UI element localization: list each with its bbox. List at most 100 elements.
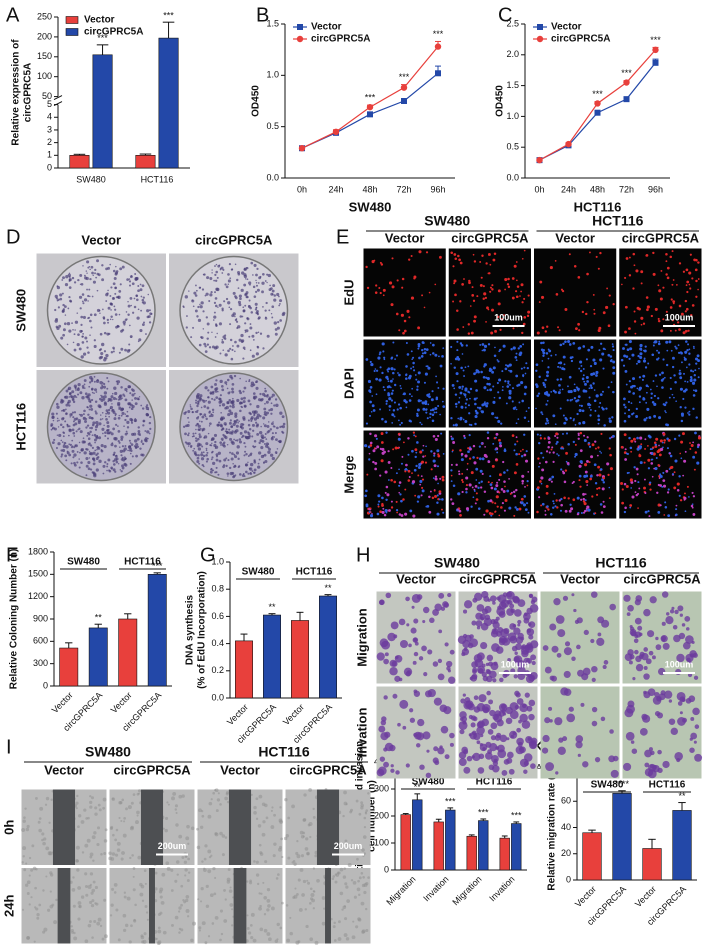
nucleus	[455, 358, 458, 361]
cell	[503, 713, 506, 716]
cell	[577, 670, 584, 677]
colony	[197, 423, 199, 425]
cell	[582, 761, 588, 767]
nucleus	[460, 406, 463, 409]
colony	[103, 358, 106, 361]
texture	[41, 839, 44, 842]
nucleus	[487, 431, 489, 433]
nucleus	[540, 476, 543, 479]
colony	[124, 419, 126, 421]
colony	[236, 345, 239, 348]
colony	[73, 401, 75, 403]
cell	[643, 673, 649, 679]
colony	[253, 286, 255, 288]
cell	[529, 594, 533, 598]
nucleus	[575, 424, 577, 426]
colony	[86, 260, 89, 263]
nucleus	[649, 488, 651, 490]
nucleus	[637, 493, 639, 495]
nucleus	[487, 377, 490, 380]
colony	[220, 412, 222, 414]
cell	[524, 612, 528, 616]
colony	[266, 412, 269, 415]
x-tick-label: 0h	[534, 184, 544, 194]
nucleus	[412, 480, 415, 483]
colony	[73, 395, 76, 398]
nucleus	[624, 458, 627, 461]
colony	[190, 406, 192, 408]
colony	[53, 439, 55, 441]
wound	[149, 868, 155, 944]
nucleus	[436, 398, 439, 401]
cell	[686, 698, 692, 704]
nucleus	[496, 433, 499, 436]
bar	[159, 38, 178, 168]
colony	[121, 329, 124, 332]
cell	[463, 610, 467, 614]
nucleus	[562, 290, 564, 292]
texture	[231, 908, 233, 910]
texture	[253, 860, 256, 863]
nucleus	[461, 479, 463, 481]
texture	[365, 929, 368, 932]
nucleus	[521, 455, 523, 457]
colony	[56, 447, 58, 449]
cell	[497, 719, 504, 726]
nucleus	[691, 277, 693, 279]
texture	[229, 889, 233, 893]
colony	[201, 336, 204, 339]
texture	[50, 873, 53, 876]
colony	[97, 435, 99, 437]
colony	[64, 322, 67, 325]
cell	[381, 720, 386, 725]
colony	[114, 286, 117, 289]
nucleus	[621, 284, 623, 286]
nucleus	[689, 287, 691, 289]
nucleus	[528, 421, 530, 423]
nucleus	[515, 375, 518, 378]
colony	[61, 417, 64, 420]
nucleus	[553, 451, 555, 453]
texture	[309, 937, 313, 941]
nucleus	[687, 330, 689, 332]
nucleus	[610, 467, 613, 470]
legend-label: Vector	[311, 22, 342, 33]
colony	[216, 333, 217, 334]
nucleus	[551, 446, 553, 448]
colony	[91, 399, 93, 401]
y-tick-label: 0.4	[211, 638, 224, 648]
colony	[62, 334, 65, 337]
cell	[391, 621, 399, 629]
nucleus	[498, 289, 501, 292]
nucleus	[680, 457, 682, 459]
nucleus	[398, 374, 401, 377]
significance: ***	[433, 29, 444, 39]
nucleus	[538, 392, 540, 394]
x-tick-label: HCT116	[141, 174, 174, 184]
colony	[233, 439, 235, 441]
nucleus	[651, 315, 653, 317]
nucleus	[693, 259, 696, 262]
nucleus	[525, 362, 527, 364]
cell	[689, 747, 694, 752]
nucleus	[484, 345, 487, 348]
colony	[219, 353, 221, 355]
colony	[228, 279, 231, 282]
cell	[506, 758, 512, 764]
nucleus	[609, 420, 612, 423]
cell	[549, 719, 552, 722]
colony	[88, 386, 90, 388]
texture	[129, 940, 132, 943]
nucleus	[661, 371, 664, 374]
nucleus	[466, 484, 468, 486]
colony	[114, 471, 116, 473]
colony	[223, 300, 225, 302]
colony	[259, 431, 262, 434]
group-label: HCT116	[258, 744, 310, 760]
significance: ***	[478, 807, 489, 817]
colony	[64, 455, 67, 458]
texture	[340, 868, 344, 872]
colony	[118, 430, 121, 433]
colony	[106, 421, 109, 424]
colony	[198, 454, 200, 456]
